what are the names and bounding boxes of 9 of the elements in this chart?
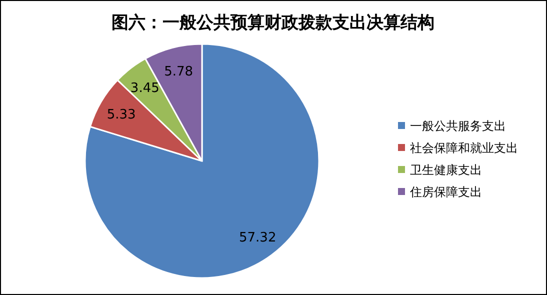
data-label: 57.32 (239, 230, 276, 246)
chart-title: 图六：一般公共预算财政拨款支出决算结构 (112, 13, 434, 33)
legend-label: 一般公共服务支出 (410, 119, 506, 133)
data-label: 5.33 (106, 108, 136, 123)
data-label: 5.78 (164, 64, 194, 80)
data-label: 3.45 (130, 80, 160, 96)
legend-label: 社会保障和就业支出 (410, 141, 518, 155)
legend-label: 卫生健康支出 (410, 163, 482, 177)
legend-label: 住房保障支出 (409, 185, 482, 199)
